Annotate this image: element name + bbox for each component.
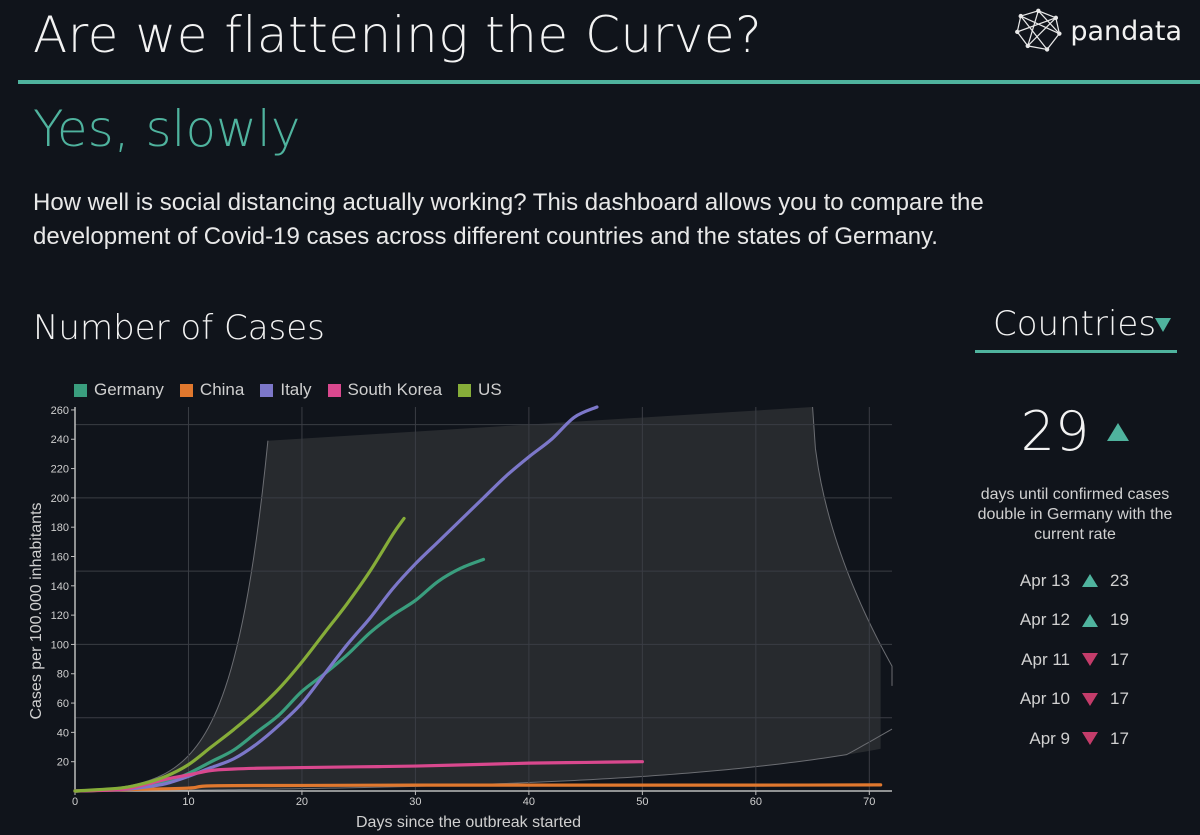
y-tick-label: 220 — [51, 464, 69, 476]
history-value: 17 — [1110, 728, 1129, 748]
chart-legend: Germany China Italy South Korea US — [74, 380, 502, 400]
history-value: 17 — [1110, 689, 1129, 709]
region-dropdown[interactable]: Countries — [975, 304, 1177, 353]
legend-swatch — [327, 383, 341, 397]
page-title: Are we flattening the Curve? — [33, 6, 763, 64]
doubling-band — [75, 407, 881, 791]
legend-swatch — [458, 383, 472, 397]
y-axis-label: Cases per 100.000 inhabitants — [28, 502, 45, 719]
trend-up-icon — [1082, 613, 1098, 627]
y-tick-label: 120 — [51, 610, 69, 622]
x-tick-label: 0 — [72, 796, 78, 808]
y-tick-label: 60 — [57, 698, 69, 710]
legend-item[interactable]: South Korea — [327, 380, 443, 400]
y-tick-label: 20 — [57, 757, 69, 769]
y-tick-label: 180 — [51, 522, 69, 534]
x-tick-label: 10 — [182, 796, 194, 808]
y-tick-label: 100 — [51, 639, 69, 651]
series-line-italy — [73, 405, 599, 793]
series-line-china — [73, 783, 883, 793]
trend-down-icon — [1082, 692, 1098, 706]
legend-item[interactable]: China — [179, 380, 245, 400]
legend-item[interactable]: US — [458, 380, 502, 400]
x-tick-label: 30 — [409, 796, 421, 808]
logo-text: pandata — [1070, 15, 1182, 47]
history-date: Apr 12 — [1019, 610, 1070, 630]
y-tick-label: 240 — [51, 434, 69, 446]
history-value: 23 — [1110, 570, 1129, 590]
x-tick-label: 50 — [636, 796, 648, 808]
header-divider — [18, 80, 1200, 84]
history-value: 19 — [1110, 610, 1129, 630]
history-date: Apr 13 — [1019, 570, 1070, 590]
legend-swatch — [74, 383, 87, 397]
doubling-days-value: 29 — [1020, 400, 1090, 463]
history-date: Apr 9 — [1029, 728, 1070, 748]
dropdown-selected: Countries — [993, 304, 1157, 344]
y-tick-label: 260 — [51, 405, 69, 417]
cases-line-chart: 20 40 60 80 100 120 140 160 180 200 220 240 260 0 10 20… — [28, 405, 893, 831]
history-row: Apr 9 17 — [960, 719, 1190, 759]
history-row: Apr 12 19 — [960, 601, 1190, 641]
legend-label: US — [478, 380, 502, 399]
network-logo-icon — [1015, 8, 1062, 52]
section-title: Number of Cases — [33, 308, 325, 348]
doubling-history: Apr 13 23 Apr 12 19 Apr 11 17 Apr 10 17 Apr 9 17 — [960, 561, 1190, 759]
brand-logo[interactable]: pandata — [1012, 4, 1182, 58]
trend-down-icon — [1082, 732, 1098, 746]
history-value: 17 — [1110, 649, 1129, 669]
legend-label: Italy — [280, 380, 312, 399]
legend-swatch — [179, 383, 193, 397]
history-row: Apr 10 17 — [960, 680, 1190, 720]
y-tick-label: 160 — [51, 551, 69, 563]
legend-item[interactable]: Germany — [74, 380, 164, 400]
history-date: Apr 11 — [1021, 649, 1070, 669]
doubling-caption: days until confirmed cases double in Ger… — [977, 486, 1173, 543]
doubling-stats-panel: 29 days until confirmed cases double in … — [960, 400, 1190, 759]
series-line-us — [73, 516, 406, 793]
x-tick-label: 70 — [863, 796, 875, 808]
band-edge-right — [812, 406, 893, 686]
legend-label: South Korea — [347, 380, 443, 399]
history-row: Apr 11 17 — [960, 640, 1190, 680]
history-date: Apr 10 — [1019, 689, 1070, 709]
x-tick-label: 40 — [523, 796, 535, 808]
trend-down-icon — [1082, 653, 1098, 667]
intro-paragraph: How well is social distancing actually w… — [33, 189, 984, 250]
y-tick-label: 80 — [57, 669, 69, 681]
y-tick-label: 140 — [51, 581, 69, 593]
x-axis-label: Days since the outbreak started — [356, 814, 581, 831]
trend-up-icon — [1082, 574, 1098, 588]
legend-label: Germany — [94, 380, 164, 399]
x-tick-label: 20 — [296, 796, 308, 808]
y-tick-label: 40 — [57, 727, 69, 739]
legend-label: China — [199, 380, 245, 399]
history-row: Apr 13 23 — [960, 561, 1190, 601]
legend-item[interactable]: Italy — [260, 380, 312, 400]
x-tick-label: 60 — [750, 796, 762, 808]
headline-answer: Yes, slowly — [33, 100, 301, 158]
y-tick-label: 200 — [51, 493, 69, 505]
trend-up-icon — [1107, 422, 1130, 441]
legend-swatch — [260, 383, 274, 397]
chevron-down-icon[interactable] — [1155, 318, 1171, 332]
